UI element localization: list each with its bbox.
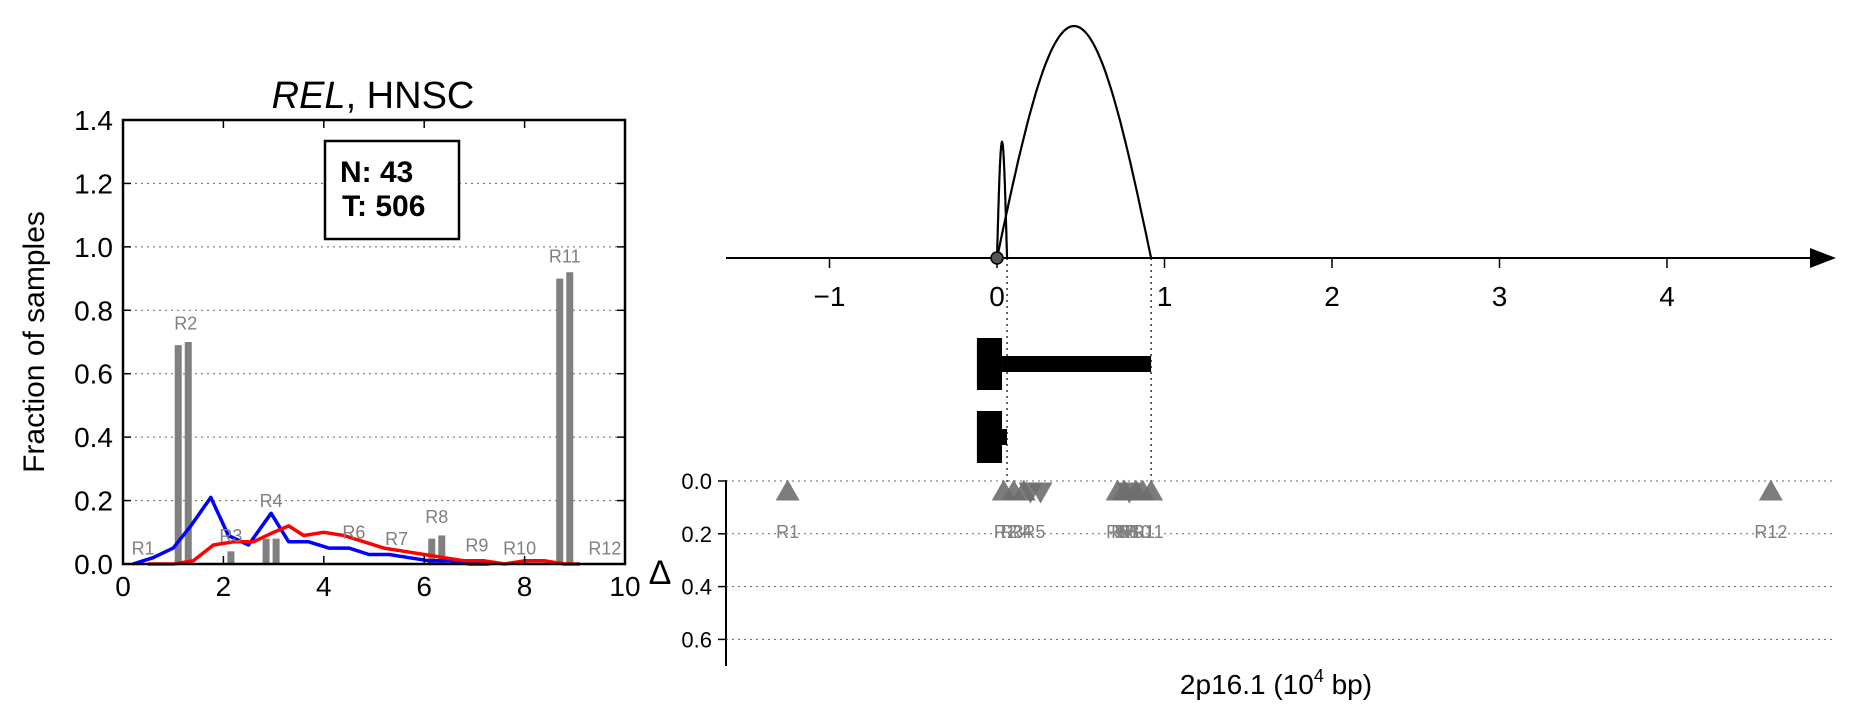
left-region-label: R10 <box>503 538 536 558</box>
left-y-tick-label: 0.8 <box>74 295 113 326</box>
left-region-label: R6 <box>342 523 365 543</box>
left-bars <box>174 272 574 564</box>
left-region-label: R1 <box>132 538 155 558</box>
left-bar <box>272 538 280 564</box>
left-y-tick-label: 0.4 <box>74 422 113 453</box>
origin-marker <box>990 251 1004 265</box>
left-region-label: R8 <box>425 507 448 527</box>
left-x-tick-label: 2 <box>216 571 232 602</box>
left-y-tick-label: 0.0 <box>74 549 113 580</box>
left-region-label: R9 <box>465 535 488 555</box>
delta-grid: 0.0 0.2 0.4 0.6 <box>681 469 1834 652</box>
counts-n: N: 43 <box>340 156 413 189</box>
region-marker-triangle <box>775 479 800 501</box>
left-x-ticks: 0 2 4 6 8 10 <box>115 120 641 602</box>
region-marker-triangle <box>1028 482 1053 504</box>
gene-track-block <box>976 338 1003 390</box>
region-marker-triangle <box>1758 479 1783 501</box>
left-bar <box>556 278 564 564</box>
region-marker-triangle <box>1139 479 1164 501</box>
left-region-label: R7 <box>385 529 408 549</box>
left-region-label: R3 <box>219 526 242 546</box>
left-bar <box>428 538 436 564</box>
left-bar <box>227 551 235 564</box>
gene-tracks <box>976 338 1152 463</box>
left-bar <box>174 345 182 564</box>
genomic-axis-tick-label: 3 <box>1492 281 1508 312</box>
left-y-tick-label: 1.0 <box>74 232 113 263</box>
left-y-tick-label: 1.4 <box>74 105 113 136</box>
region-marker-label: R10 <box>1118 522 1151 542</box>
counts-box <box>323 139 461 241</box>
genomic-axis-ticks: −1 0 1 2 3 4 <box>814 258 1675 312</box>
genomic-axis-tick-label: 2 <box>1324 281 1340 312</box>
region-marker-label: R1 <box>776 522 799 542</box>
title-cohort: , HNSC <box>346 75 475 117</box>
delta-tick-label: 0.4 <box>681 575 712 600</box>
region-marker-label: R3 <box>1001 522 1024 542</box>
region-marker-label: R4 <box>1009 522 1032 542</box>
arc-0 <box>995 24 1153 259</box>
left-x-tick-label: 6 <box>416 571 432 602</box>
region-marker-label: R11 <box>1132 522 1164 542</box>
left-y-axis-label: Fraction of samples <box>18 211 51 473</box>
xlabel-end: bp) <box>1324 669 1372 700</box>
delta-axis-label: Δ <box>649 554 672 592</box>
left-x-tick-label: 0 <box>115 571 131 602</box>
left-y-tick-label: 0.6 <box>74 359 113 390</box>
left-region-labels: R1 R2 R3 R4 R6 R7 R8 R9 R10 R11 R12 <box>132 247 622 559</box>
region-markers <box>775 479 1783 504</box>
left-plot-frame <box>121 118 627 566</box>
xlabel-exponent: 4 <box>1314 666 1324 686</box>
left-y-ticks: 0.0 0.2 0.4 0.6 0.8 1.0 1.2 1.4 <box>74 105 625 580</box>
title-gene: REL <box>272 75 346 117</box>
region-marker-label: R9 <box>1121 522 1144 542</box>
xlabel-base: 2p16.1 (10 <box>1180 669 1314 700</box>
left-y-tick-label: 0.2 <box>74 486 113 517</box>
left-region-label: R4 <box>260 491 283 511</box>
delta-tick-label: 0.6 <box>681 627 712 652</box>
delta-tick-label: 0.0 <box>681 469 712 494</box>
region-marker-label: R6 <box>1106 522 1129 542</box>
genomic-x-axis-label: 2p16.1 (104 bp) <box>1180 666 1372 700</box>
gene-track-block <box>976 411 1003 463</box>
region-marker-label: R12 <box>1754 522 1787 542</box>
left-y-tick-label: 1.2 <box>74 168 113 199</box>
left-x-tick-label: 4 <box>316 571 332 602</box>
region-marker-label: R5 <box>1022 522 1045 542</box>
arcs <box>995 24 1153 259</box>
region-marker-label: R8 <box>1116 522 1139 542</box>
left-bar <box>262 538 270 564</box>
left-bar <box>184 342 192 564</box>
left-x-tick-label: 10 <box>609 571 640 602</box>
genomic-axis-tick-label: 4 <box>1659 281 1675 312</box>
genomic-axis-tick-label: 1 <box>1157 281 1173 312</box>
genomic-axis-arrow <box>1810 248 1836 268</box>
left-x-tick-label: 8 <box>517 571 533 602</box>
region-marker-label: R2 <box>994 522 1017 542</box>
left-series-line-0 <box>132 495 490 566</box>
left-region-label: R2 <box>174 313 197 333</box>
region-marker-label: R7 <box>1111 522 1134 542</box>
left-bar <box>438 535 446 564</box>
genomic-axis-tick-label: 0 <box>989 281 1005 312</box>
arc-1 <box>995 140 1009 259</box>
left-bar <box>566 272 574 564</box>
delta-tick-label: 0.2 <box>681 522 712 547</box>
left-region-label: R12 <box>588 538 621 558</box>
left-chart-title: REL, HNSC <box>272 75 475 117</box>
gene-track-block <box>1002 429 1008 445</box>
counts-t: T: 506 <box>342 190 425 223</box>
gene-track-block <box>1002 356 1152 372</box>
left-region-label: R11 <box>549 247 581 267</box>
genomic-axis-tick-label: −1 <box>814 281 846 312</box>
